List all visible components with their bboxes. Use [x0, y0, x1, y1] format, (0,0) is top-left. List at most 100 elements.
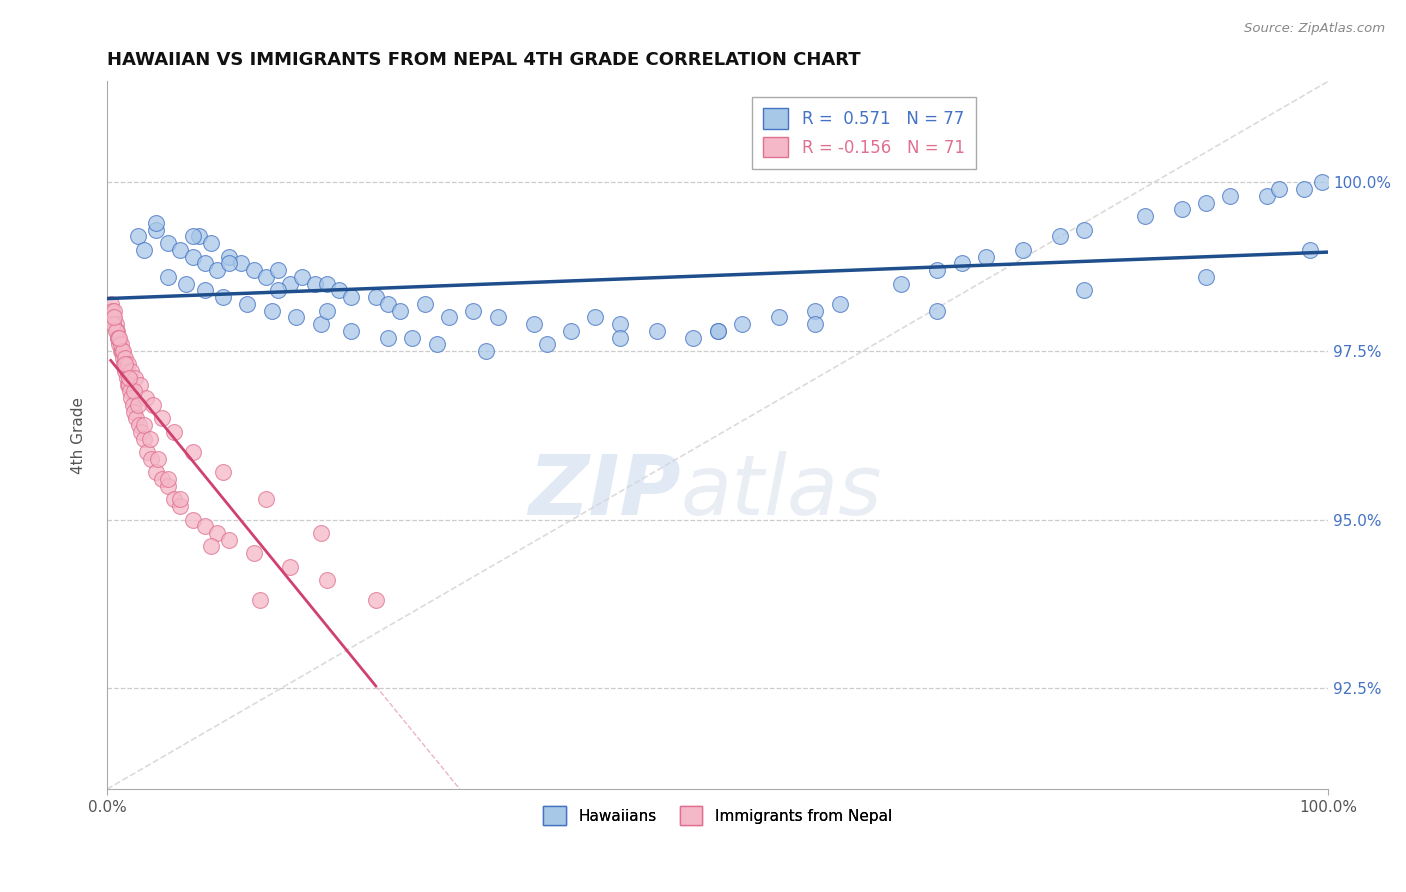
Point	[1219, 189, 1241, 203]
Point	[950, 256, 973, 270]
Point	[145, 216, 167, 230]
Point	[1170, 202, 1192, 217]
Point	[218, 250, 240, 264]
Point	[124, 371, 146, 385]
Point	[645, 324, 668, 338]
Point	[111, 343, 134, 358]
Point	[437, 310, 460, 325]
Point	[205, 526, 228, 541]
Point	[1268, 182, 1291, 196]
Point	[148, 451, 170, 466]
Point	[114, 358, 136, 372]
Point	[254, 492, 277, 507]
Point	[129, 425, 152, 439]
Point	[267, 263, 290, 277]
Point	[108, 330, 131, 344]
Point	[157, 472, 180, 486]
Point	[304, 277, 326, 291]
Point	[309, 526, 332, 541]
Point	[828, 297, 851, 311]
Point	[100, 297, 122, 311]
Point	[377, 330, 399, 344]
Point	[218, 256, 240, 270]
Point	[340, 290, 363, 304]
Point	[1049, 229, 1071, 244]
Point	[132, 418, 155, 433]
Point	[150, 472, 173, 486]
Y-axis label: 4th Grade: 4th Grade	[72, 397, 86, 474]
Point	[609, 330, 631, 344]
Point	[1299, 243, 1322, 257]
Point	[115, 371, 138, 385]
Point	[103, 303, 125, 318]
Point	[122, 384, 145, 399]
Point	[101, 310, 124, 325]
Point	[104, 324, 127, 338]
Point	[309, 317, 332, 331]
Point	[157, 479, 180, 493]
Point	[1073, 222, 1095, 236]
Point	[121, 398, 143, 412]
Point	[128, 418, 150, 433]
Point	[120, 384, 142, 399]
Point	[1073, 283, 1095, 297]
Point	[291, 269, 314, 284]
Point	[103, 310, 125, 325]
Point	[536, 337, 558, 351]
Point	[110, 343, 132, 358]
Point	[112, 358, 135, 372]
Point	[706, 324, 728, 338]
Point	[114, 364, 136, 378]
Point	[107, 330, 129, 344]
Point	[105, 324, 128, 338]
Point	[194, 283, 217, 297]
Point	[231, 256, 253, 270]
Point	[1133, 209, 1156, 223]
Point	[181, 229, 204, 244]
Point	[205, 263, 228, 277]
Point	[194, 519, 217, 533]
Point	[127, 229, 149, 244]
Point	[682, 330, 704, 344]
Point	[364, 290, 387, 304]
Point	[169, 492, 191, 507]
Point	[176, 277, 198, 291]
Point	[804, 317, 827, 331]
Legend: Hawaiians, Immigrants from Nepal: Hawaiians, Immigrants from Nepal	[537, 800, 898, 831]
Point	[254, 269, 277, 284]
Point	[706, 324, 728, 338]
Point	[139, 451, 162, 466]
Point	[340, 324, 363, 338]
Point	[249, 593, 271, 607]
Point	[117, 377, 139, 392]
Point	[118, 377, 141, 392]
Point	[1195, 195, 1218, 210]
Point	[169, 499, 191, 513]
Point	[401, 330, 423, 344]
Point	[804, 303, 827, 318]
Point	[267, 283, 290, 297]
Point	[974, 250, 997, 264]
Point	[315, 277, 337, 291]
Point	[187, 229, 209, 244]
Point	[129, 377, 152, 392]
Point	[260, 303, 283, 318]
Point	[285, 310, 308, 325]
Point	[107, 330, 129, 344]
Point	[101, 317, 124, 331]
Point	[585, 310, 607, 325]
Point	[890, 277, 912, 291]
Point	[110, 337, 132, 351]
Point	[212, 290, 235, 304]
Point	[1292, 182, 1315, 196]
Point	[200, 540, 222, 554]
Point	[157, 236, 180, 251]
Point	[1310, 176, 1333, 190]
Point	[364, 593, 387, 607]
Point	[111, 351, 134, 365]
Point	[236, 297, 259, 311]
Point	[474, 343, 496, 358]
Text: Source: ZipAtlas.com: Source: ZipAtlas.com	[1244, 22, 1385, 36]
Point	[328, 283, 350, 297]
Text: ZIP: ZIP	[529, 451, 681, 533]
